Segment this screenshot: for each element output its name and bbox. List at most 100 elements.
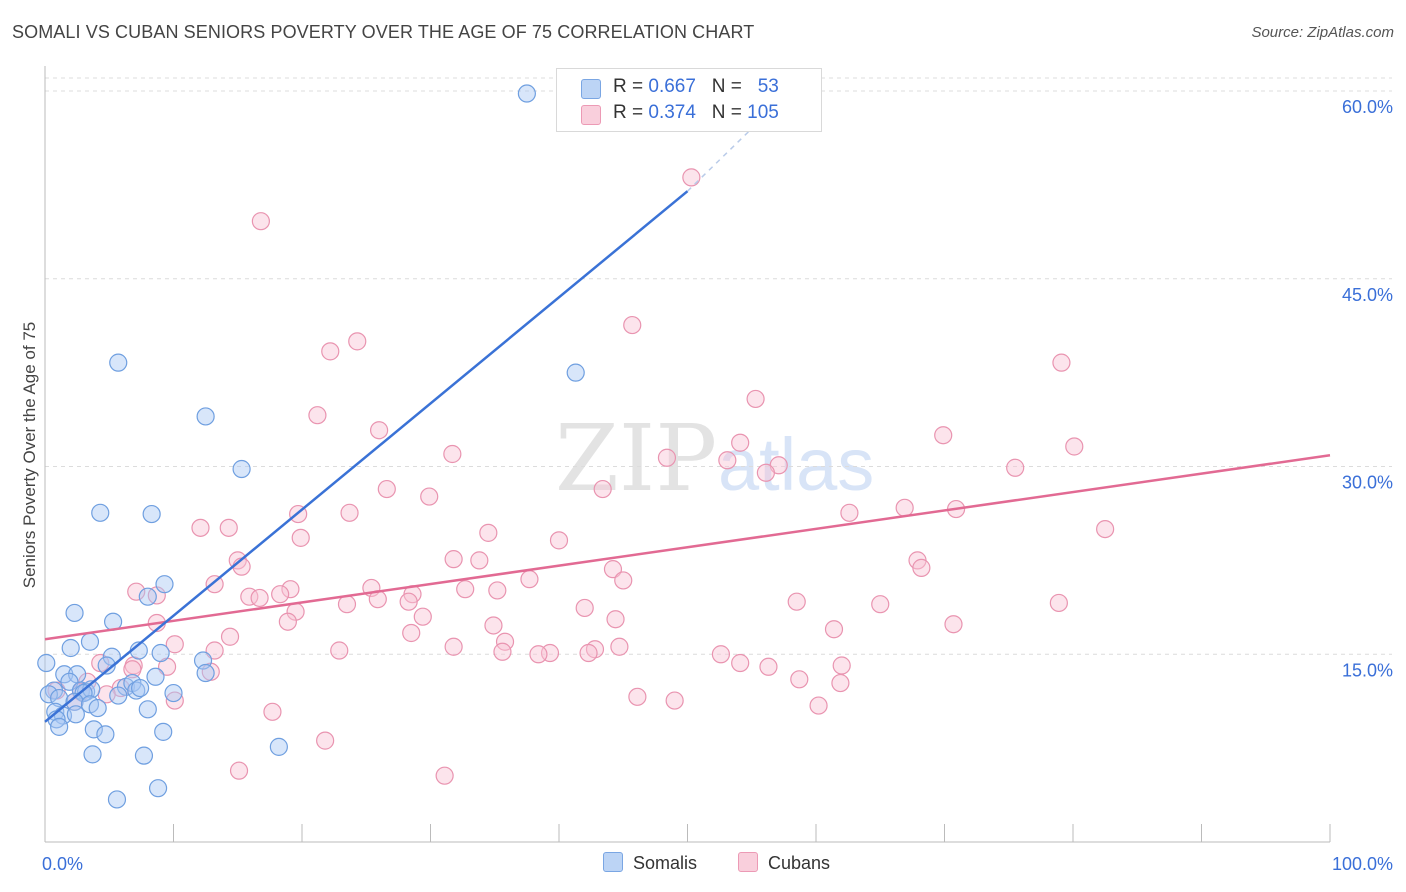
somalis-label: Somalis <box>633 853 698 873</box>
cuban-point-101 <box>263 702 282 721</box>
y-tick-label-1: 30.0% <box>1342 473 1393 493</box>
cuban-point-6 <box>746 389 765 409</box>
cuban-point-67 <box>402 623 421 643</box>
cuban-point-44 <box>456 580 475 599</box>
cuban-point-2 <box>623 315 642 335</box>
cuban-point-11 <box>1065 437 1084 456</box>
cuban-point-70 <box>165 635 184 654</box>
cuban-point-64 <box>944 615 963 634</box>
somali-point-8 <box>138 587 157 606</box>
cuban-point-61 <box>606 610 625 629</box>
cuban-point-33 <box>444 550 463 569</box>
chart-title: SOMALI VS CUBAN SENIORS POVERTY OVER THE… <box>12 22 755 42</box>
cuban-point-68 <box>220 627 240 646</box>
somali-point-45 <box>50 717 69 736</box>
cuban-point-41 <box>205 575 224 594</box>
somali-point-46 <box>84 720 103 739</box>
cuban-point-53 <box>399 592 418 611</box>
somali-trend-line <box>44 190 689 723</box>
cuban-point-75 <box>330 641 349 660</box>
cuban-point-0 <box>682 168 701 187</box>
cuban-point-54 <box>337 595 357 614</box>
x-tick-label-1: 100.0% <box>1332 854 1393 874</box>
x-tick-labels: 0.0% 100.0% <box>42 854 1393 874</box>
cuban-trend-line <box>44 454 1331 641</box>
somali-point-34 <box>164 683 183 703</box>
cuban-point-84 <box>731 653 750 673</box>
somali-point-12 <box>37 653 56 673</box>
somali-point-33 <box>130 678 150 698</box>
cuban-point-78 <box>711 645 731 664</box>
cuban-point-102 <box>229 761 249 780</box>
cuban-point-12 <box>443 444 462 464</box>
bottom-legend-somalis: Somalis <box>603 852 697 874</box>
trend-lines <box>44 128 1331 723</box>
cuban-point-34 <box>470 551 489 570</box>
cuban-point-28 <box>219 518 238 537</box>
cuban-point-58 <box>575 598 594 618</box>
cuban-point-40 <box>614 571 633 590</box>
cuban-point-37 <box>912 558 931 577</box>
cuban-point-57 <box>871 595 890 614</box>
cuban-point-46 <box>127 582 146 601</box>
cuban-point-86 <box>759 657 778 676</box>
cuban-point-103 <box>435 766 454 785</box>
cuban-point-99 <box>665 691 684 710</box>
cuban-point-3 <box>348 332 367 351</box>
cuban-point-79 <box>579 643 598 663</box>
somali-point-51 <box>269 737 288 756</box>
cuban-swatch <box>581 105 601 125</box>
cuban-point-31 <box>549 531 569 550</box>
somali-point-13 <box>61 638 80 658</box>
somali-point-39 <box>88 698 107 718</box>
cuban-point-24 <box>895 498 914 517</box>
cuban-point-65 <box>824 620 844 639</box>
cuban-point-5 <box>1052 353 1071 372</box>
cuban-point-50 <box>271 585 290 604</box>
somali-point-7 <box>155 575 174 594</box>
cuban-point-100 <box>809 696 828 715</box>
somali-point-4 <box>232 459 251 479</box>
cuban-legend-swatch <box>738 852 758 872</box>
legend-r-value-somali: 0.667 <box>648 76 696 97</box>
somali-point-11 <box>80 632 100 651</box>
cuban-point-23 <box>840 503 859 522</box>
somali-swatch <box>581 79 601 99</box>
legend-r-label: R = <box>613 76 649 97</box>
y-tick-label-3: 60.0% <box>1342 97 1393 117</box>
cuban-point-26 <box>1096 519 1115 539</box>
y-tick-label-2: 45.0% <box>1342 285 1393 305</box>
somali-point-16 <box>151 643 170 663</box>
cuban-point-85 <box>832 656 851 675</box>
somali-point-48 <box>154 722 173 741</box>
somali-point-53 <box>107 790 127 809</box>
somali-point-5 <box>91 503 110 522</box>
legend-n-label: N = <box>711 76 748 97</box>
cuban-point-76 <box>493 642 512 661</box>
somali-point-23 <box>146 667 165 686</box>
cuban-point-17 <box>1006 458 1025 477</box>
somali-point-18 <box>196 663 215 683</box>
somali-point-35 <box>109 686 128 705</box>
zipatlas-watermark: ZIP atlas <box>555 405 874 512</box>
cuban-point-49 <box>250 588 269 608</box>
cuban-point-80 <box>529 645 548 664</box>
cuban-point-45 <box>488 581 507 600</box>
axes <box>44 66 1331 843</box>
cuban-point-55 <box>787 592 806 611</box>
legend-r-label: R = <box>613 102 649 123</box>
cubans-label: Cubans <box>768 853 831 873</box>
somali-point-36 <box>50 688 69 708</box>
cuban-point-42 <box>281 580 300 599</box>
watermark-atlas: atlas <box>718 423 874 506</box>
cuban-point-29 <box>479 523 498 542</box>
legend-n-label: N = <box>711 102 748 123</box>
cuban-point-62 <box>278 612 297 631</box>
y-axis-label: Seniors Poverty Over the Age of 75 <box>20 322 39 588</box>
cuban-point-39 <box>520 570 539 589</box>
cuban-point-87 <box>123 660 142 679</box>
somali-legend-swatch <box>603 852 623 872</box>
bottom-legend-cubans: Cubans <box>738 852 830 874</box>
cuban-point-97 <box>628 687 647 706</box>
